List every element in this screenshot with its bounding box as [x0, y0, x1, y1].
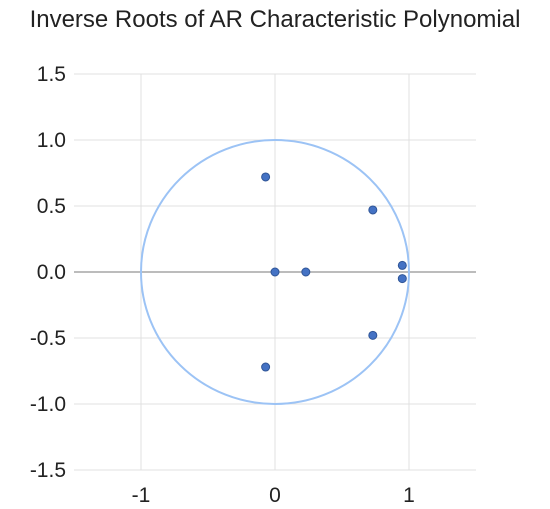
y-tick-label: 0.5 [37, 195, 66, 218]
data-point [368, 330, 378, 340]
data-point [397, 274, 407, 284]
data-point [261, 362, 271, 372]
chart-title: Inverse Roots of AR Characteristic Polyn… [29, 6, 521, 33]
x-tick-label: 0 [269, 484, 281, 507]
data-point [270, 267, 280, 277]
x-tick-label: -1 [132, 484, 151, 507]
y-tick-label: 1.0 [37, 129, 66, 152]
x-tick-label: 1 [403, 484, 415, 507]
data-point [301, 267, 311, 277]
unit-circle [140, 139, 410, 405]
y-tick-label: 0.0 [37, 261, 66, 284]
y-tick-label: 1.5 [37, 63, 66, 86]
data-point [368, 205, 378, 215]
y-tick-label: -0.5 [30, 327, 66, 350]
data-point [261, 172, 271, 182]
y-tick-label: -1.5 [30, 459, 66, 482]
data-point [397, 260, 407, 270]
y-tick-label: -1.0 [30, 393, 66, 416]
